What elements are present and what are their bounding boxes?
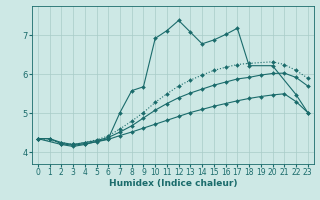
X-axis label: Humidex (Indice chaleur): Humidex (Indice chaleur)	[108, 179, 237, 188]
